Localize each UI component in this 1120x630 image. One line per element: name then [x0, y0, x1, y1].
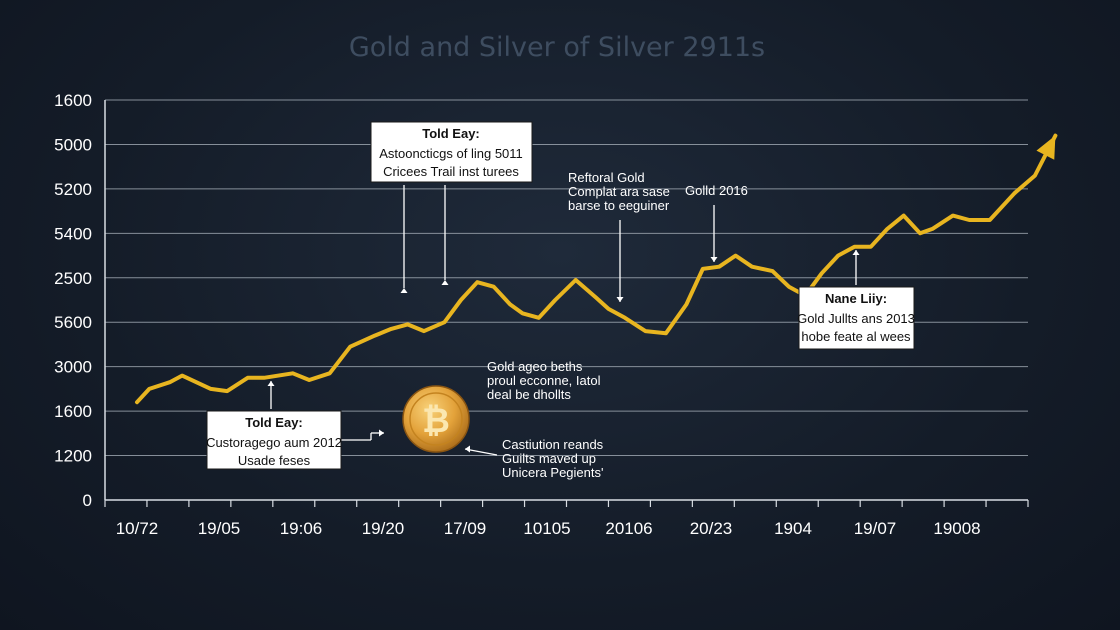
- x-tick-label: 19/20: [362, 519, 405, 538]
- y-tick-label: 2500: [54, 269, 92, 288]
- coin-body: [402, 385, 470, 453]
- y-tick-label: 5400: [54, 224, 92, 243]
- annotation-line: Castiution reands: [502, 437, 604, 452]
- annotation-line: barse to eeguiner: [568, 198, 670, 213]
- annotation-line: hobe feate al wees: [801, 329, 911, 344]
- x-tick-label: 19/05: [198, 519, 241, 538]
- leader-arrowhead: [441, 280, 449, 285]
- x-tick-label: 10/72: [116, 519, 159, 538]
- annotation-title: Told Eay:: [422, 126, 480, 141]
- x-tick-label: 19008: [933, 519, 980, 538]
- annotation-line: Guilts maved up: [502, 451, 596, 466]
- leader-arrowhead: [710, 257, 718, 262]
- annotation-line: Reftoral Gold: [568, 170, 645, 185]
- leader-arrowhead: [267, 381, 275, 386]
- y-axis-ticks: 0 1200 1600 3000 5600 2500 5400 5200 5000 1600: [54, 91, 92, 510]
- series-group: [135, 133, 1058, 405]
- x-tick-label: 10105: [523, 519, 570, 538]
- annotation-line: Golld 2016: [685, 183, 748, 198]
- annotation-box: Told Eay: Custoragego aum 2012 Usade feses: [206, 381, 384, 470]
- annotation-line: Complat ara sase: [568, 184, 670, 199]
- y-tick-label: 1600: [54, 91, 92, 110]
- leader-arrowhead: [616, 297, 624, 302]
- x-axis-ticks: 10/72 19/05 19:06 19/20 17/09 10105 20106 20/23…: [116, 519, 981, 538]
- coin-rim: [409, 392, 463, 446]
- annotation-line: Unicera Pegients': [502, 465, 603, 480]
- annotation-line: deal be dhollts: [487, 387, 571, 402]
- annotation-title: Nane Liiy:: [825, 291, 887, 306]
- annotation-note: Golld 2016: [685, 183, 748, 262]
- x-tick-label: 20106: [605, 519, 652, 538]
- annotation-box: Told Eay: Astooncticgs of ling 5011 Cricee…: [370, 121, 533, 288]
- x-tick-label: 20/23: [690, 519, 733, 538]
- series-arrowhead: [1036, 135, 1056, 160]
- grid-lines: [105, 99, 1028, 457]
- axes: [104, 100, 1029, 507]
- y-tick-label: 0: [83, 491, 92, 510]
- x-tick-label: 17/09: [444, 519, 487, 538]
- leader-arrowhead: [465, 445, 470, 453]
- series-line: [135, 133, 1058, 405]
- annotation-line: Gold Jullts ans 2013: [797, 311, 915, 326]
- annotation-box: Nane Liiy: Gold Jullts ans 2013 hobe feate…: [797, 250, 915, 350]
- annotation-line: Astooncticgs of ling 5011: [379, 146, 523, 161]
- annotation-line: Cricees Trail inst turees: [383, 164, 519, 179]
- leader-arrowhead: [400, 288, 408, 293]
- annotation-line: Custoragego aum 2012: [206, 435, 342, 450]
- y-tick-label: 5200: [54, 180, 92, 199]
- y-tick-label: 3000: [54, 358, 92, 377]
- annotation-line: Usade feses: [238, 453, 311, 468]
- annotation-background: [798, 286, 915, 350]
- y-tick-label: 1200: [54, 447, 92, 466]
- annotations: Told Eay: Astooncticgs of ling 5011 Cricee…: [206, 121, 915, 480]
- y-tick-label: 1600: [54, 402, 92, 421]
- annotation-leader: [464, 448, 498, 456]
- annotation-line: proul ecconne, Iatol: [487, 373, 601, 388]
- y-tick-label: 5000: [54, 135, 92, 154]
- x-tick-label: 19/07: [854, 519, 897, 538]
- chart-title: Gold and Silver of Silver 2911s: [349, 32, 765, 63]
- annotation-line: Gold ageo beths: [487, 359, 583, 374]
- bitcoin-coin: ₿: [402, 385, 470, 453]
- bitcoin-icon: ₿: [422, 401, 450, 441]
- x-tick-label: 19:06: [280, 519, 323, 538]
- y-tick-label: 5600: [54, 313, 92, 332]
- annotation-background: [206, 410, 342, 470]
- annotation-background: [370, 121, 533, 183]
- annotation-title: Told Eay:: [245, 415, 303, 430]
- leader-arrowhead: [379, 429, 384, 437]
- x-tick-label: 1904: [774, 519, 812, 538]
- leader-arrowhead: [852, 250, 860, 255]
